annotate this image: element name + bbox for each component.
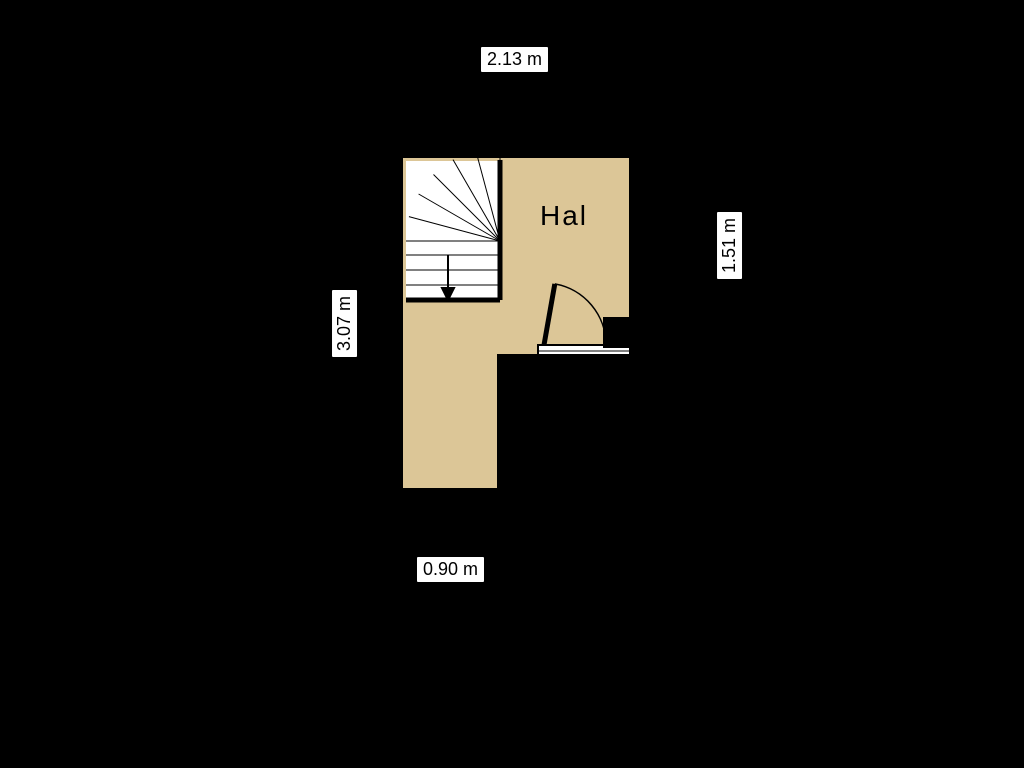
dim-right: 1.51 m [716, 211, 743, 280]
room-label-hal: Hal [540, 200, 588, 232]
stair-area [406, 161, 500, 300]
dim-bottom: 0.90 m [416, 556, 485, 583]
floorplan-svg [0, 0, 1024, 768]
dim-top: 2.13 m [480, 46, 549, 73]
dim-left: 3.07 m [331, 289, 358, 358]
